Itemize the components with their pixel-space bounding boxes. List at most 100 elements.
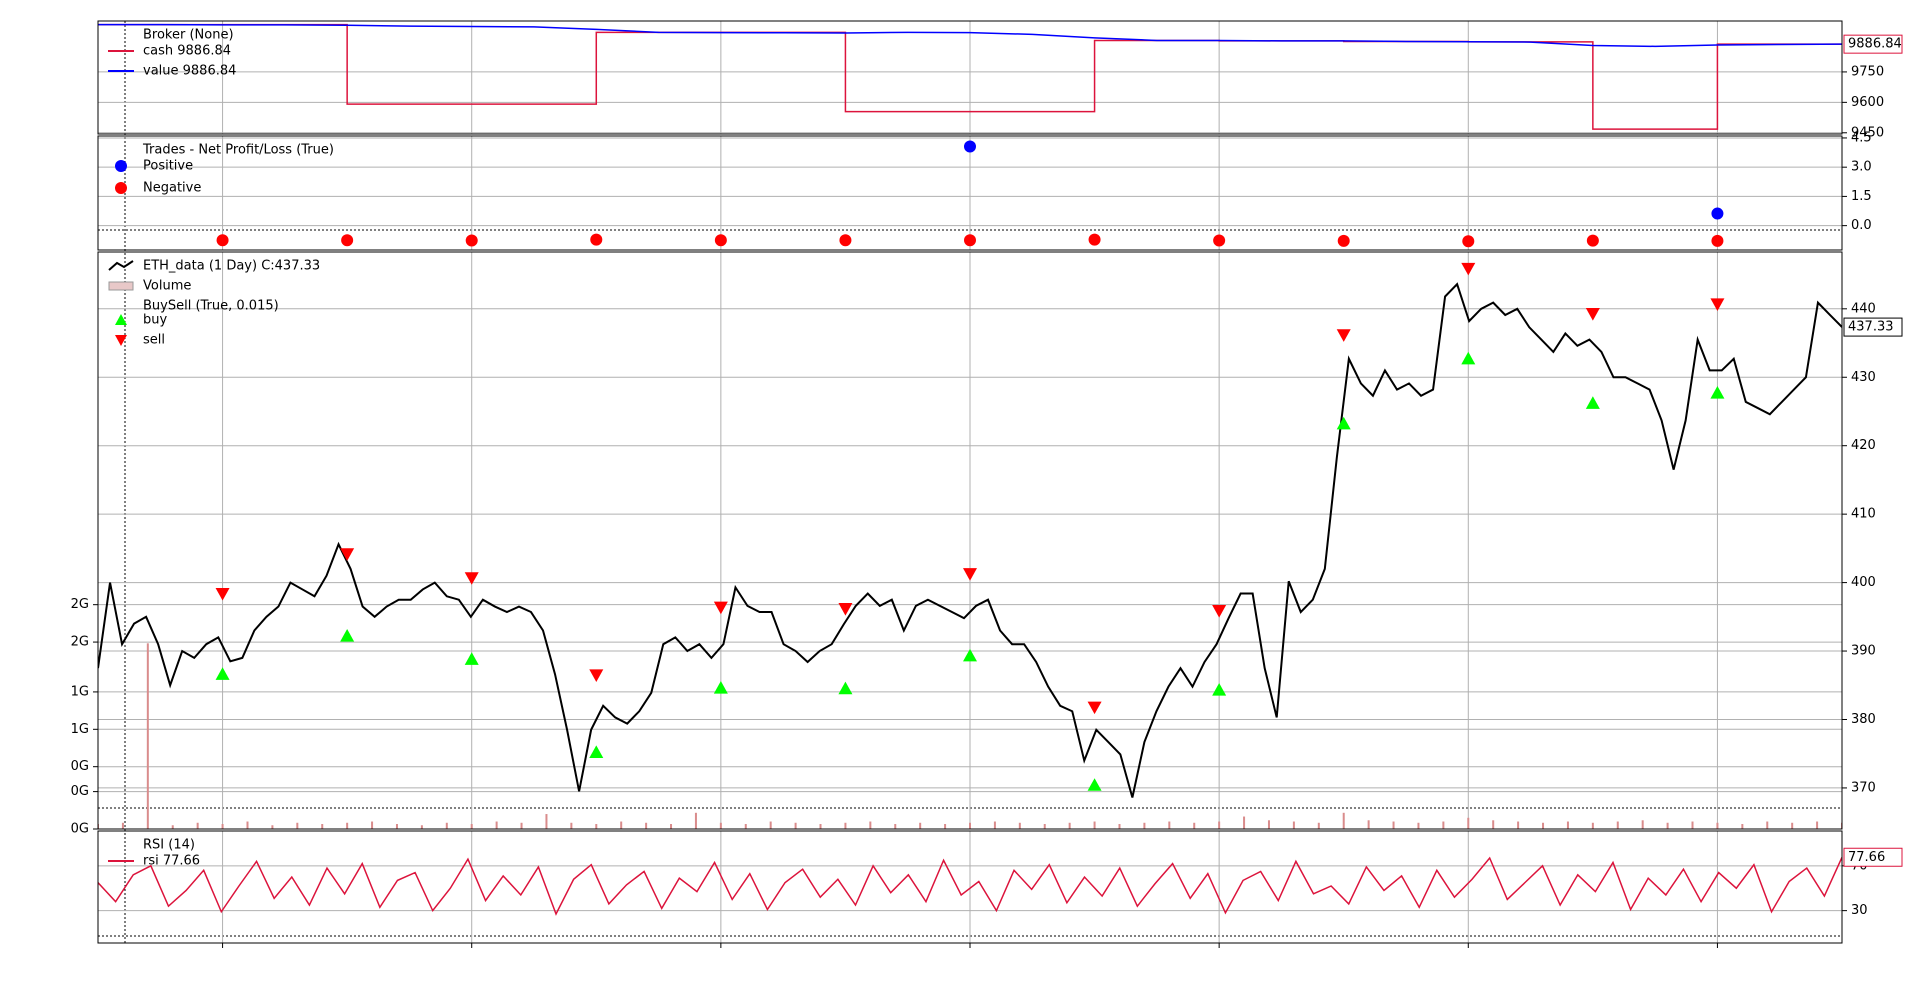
buy-marker [464,652,479,665]
last-value-label: 437.33 [1848,320,1894,335]
trade-dot [1213,234,1226,247]
legend-label: cash 9886.84 [143,44,231,59]
volume-bar [520,822,523,829]
panel [98,831,1842,943]
last-value-box [1843,847,1903,867]
sell-marker [713,601,728,615]
last-value-label: 9886.84 [1848,37,1902,52]
buy-marker [589,745,604,758]
y-tick-label: 400 [1851,575,1876,590]
sell-marker [963,568,977,581]
legend-label: Positive [143,159,193,174]
volume-bar [1467,817,1470,829]
volume-bar [969,822,971,829]
y-tick-label: 9750 [1851,64,1884,79]
legend-glyph [108,260,134,271]
volume-bar [595,824,598,829]
legend-label: Volume [143,279,191,294]
last-value-box [1843,34,1903,54]
volume-bar [694,812,697,829]
volume-bar [1741,824,1744,829]
y-tick-label: 380 [1851,712,1876,727]
legend-label: rsi 77.66 [143,854,200,869]
volume-bar [395,824,398,829]
trade-dot [341,234,354,247]
panel [98,136,1842,250]
legend-label: value 9886.84 [143,64,236,79]
volume-bar [993,821,996,829]
volume-bar [1243,816,1246,829]
volume-bar [1218,821,1221,829]
volume-bar [221,824,224,829]
y2-tick-label: 0G [71,822,89,837]
legend-label: Negative [143,181,201,196]
volume-bar [1566,821,1569,829]
volume-bar [944,824,947,829]
volume-bar [1816,821,1819,829]
volume-bar [844,822,847,829]
volume-bar [1143,822,1146,829]
y-tick-label: 9600 [1851,95,1884,110]
series-line [98,23,1842,130]
buy-marker [1461,351,1476,365]
volume-bar [495,821,498,829]
legend-glyph [115,160,127,172]
trade-dot [1337,234,1350,247]
buy-marker [713,681,728,694]
legend-label: sell [143,333,165,348]
volume-bar [1118,824,1121,829]
buy-marker [838,681,853,695]
trade-dot [839,234,852,247]
volume-bar [1392,821,1395,829]
y-tick-label: 1.5 [1851,189,1872,204]
volume-bar [1492,820,1495,829]
sell-marker [464,572,479,585]
y2-tick-label: 2G [71,597,89,612]
volume-bar [1616,821,1619,829]
legend-glyph [115,314,127,325]
buy-marker [1710,385,1725,399]
trade-dot [964,234,976,247]
volume-bar [570,822,573,829]
volume-bar [146,643,149,829]
sell-marker [215,587,230,601]
y-tick-label: 410 [1851,507,1876,522]
volume-bar [346,822,349,829]
trade-dot [465,234,478,247]
y2-tick-label: 1G [71,722,89,737]
sell-marker [838,603,853,616]
buy-marker [340,628,355,642]
panel-frame [97,251,1843,830]
volume-bar [769,821,772,829]
volume-bar [1666,822,1669,829]
y2-tick-label: 0G [71,784,89,799]
volume-bar [620,821,623,829]
volume-bar [246,821,249,829]
volume-bar [296,822,299,829]
sell-marker [1710,298,1725,312]
buy-marker [1212,683,1227,696]
series-line [98,23,1842,48]
sell-marker [1087,701,1102,715]
y2-tick-label: 2G [71,635,89,650]
trade-dot [1711,234,1724,247]
legend-label: BuySell (True, 0.015) [143,299,279,314]
y-tick-label: 0.0 [1851,218,1872,233]
legend-label: buy [143,313,167,328]
y-tick-label: 4.5 [1851,130,1872,145]
sell-marker [1212,605,1227,618]
volume-bar [1068,822,1071,829]
legend-glyph [115,335,127,346]
volume-bar [121,822,124,829]
y-tick-label: 370 [1851,780,1876,795]
y-tick-label: 9450 [1851,125,1884,140]
legend-glyph [115,182,127,194]
volume-bar [1442,821,1445,829]
volume-bar [794,822,797,829]
sell-marker [1461,262,1476,276]
volume-bar [1317,822,1320,829]
volume-bar [719,822,722,829]
volume-bar [545,814,548,829]
volume-bar [171,825,174,829]
